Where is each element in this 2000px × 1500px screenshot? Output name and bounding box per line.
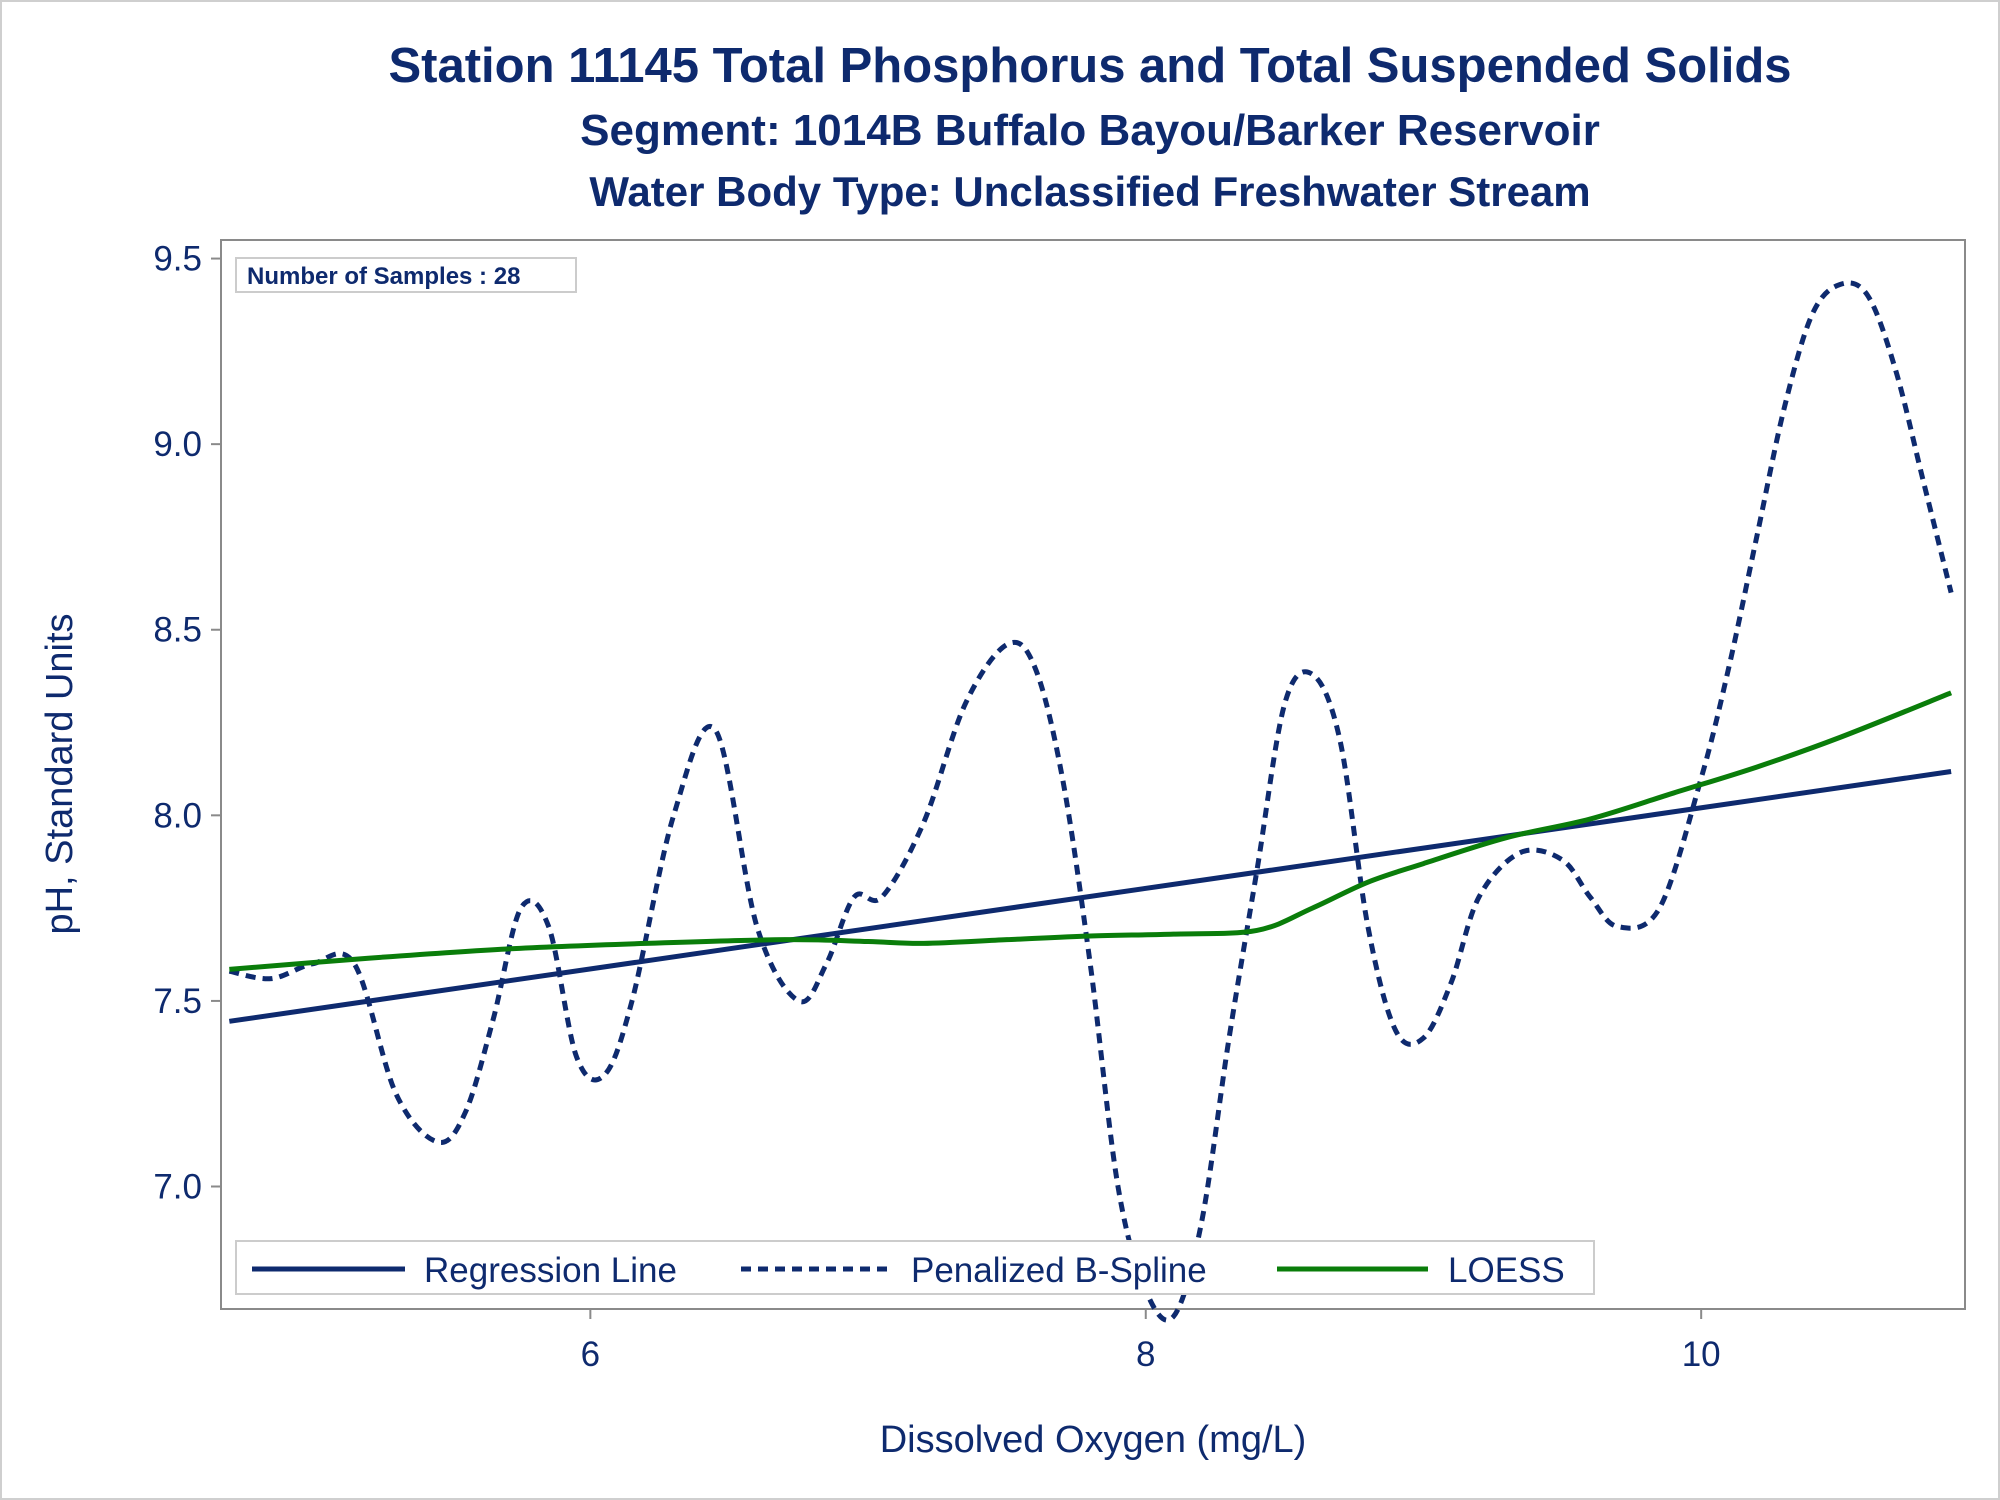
chart-subtitle-2: Water Body Type: Unclassified Freshwater… xyxy=(589,168,1591,215)
sample-count-border xyxy=(235,257,577,293)
x-tick-label: 10 xyxy=(1682,1335,1721,1374)
series-penalized-b-spline xyxy=(228,280,1954,1323)
sample-count-text: Number of Samples : 28 xyxy=(247,263,520,290)
legend-label-spline: Penalized B-Spline xyxy=(911,1251,1207,1290)
x-tick-label: 8 xyxy=(1136,1335,1155,1374)
x-axis: 6 8 10 xyxy=(581,1309,1721,1374)
legend-label-loess: LOESS xyxy=(1448,1251,1565,1290)
legend-border xyxy=(235,1240,1595,1295)
y-tick-label: 8.0 xyxy=(153,796,202,835)
y-tick-label: 7.0 xyxy=(153,1168,202,1207)
x-axis-label: Dissolved Oxygen (mg/L) xyxy=(880,1419,1307,1461)
legend-label-regression: Regression Line xyxy=(424,1251,677,1290)
y-tick-label: 9.0 xyxy=(153,425,202,464)
sample-count-box: Number of Samples : 28 xyxy=(235,257,577,293)
series-layer xyxy=(228,280,1954,1323)
y-axis: 7.0 7.5 8.0 8.5 9.0 9.5 xyxy=(153,240,221,1207)
series-regression-line xyxy=(228,769,1952,1024)
chart-subtitle: Segment: 1014B Buffalo Bayou/Barker Rese… xyxy=(580,106,1600,155)
chart-title: Station 11145 Total Phosphorus and Total… xyxy=(388,39,1792,93)
y-axis-label: pH, Standard Units xyxy=(39,613,81,934)
y-tick-label: 9.5 xyxy=(153,240,202,279)
series-loess xyxy=(229,690,1953,972)
plot-area xyxy=(220,239,1966,1310)
y-tick-label: 7.5 xyxy=(153,982,202,1021)
x-tick-label: 6 xyxy=(581,1335,600,1374)
y-tick-label: 8.5 xyxy=(153,611,202,650)
legend: Regression Line Penalized B-Spline LOESS xyxy=(235,1240,1595,1295)
